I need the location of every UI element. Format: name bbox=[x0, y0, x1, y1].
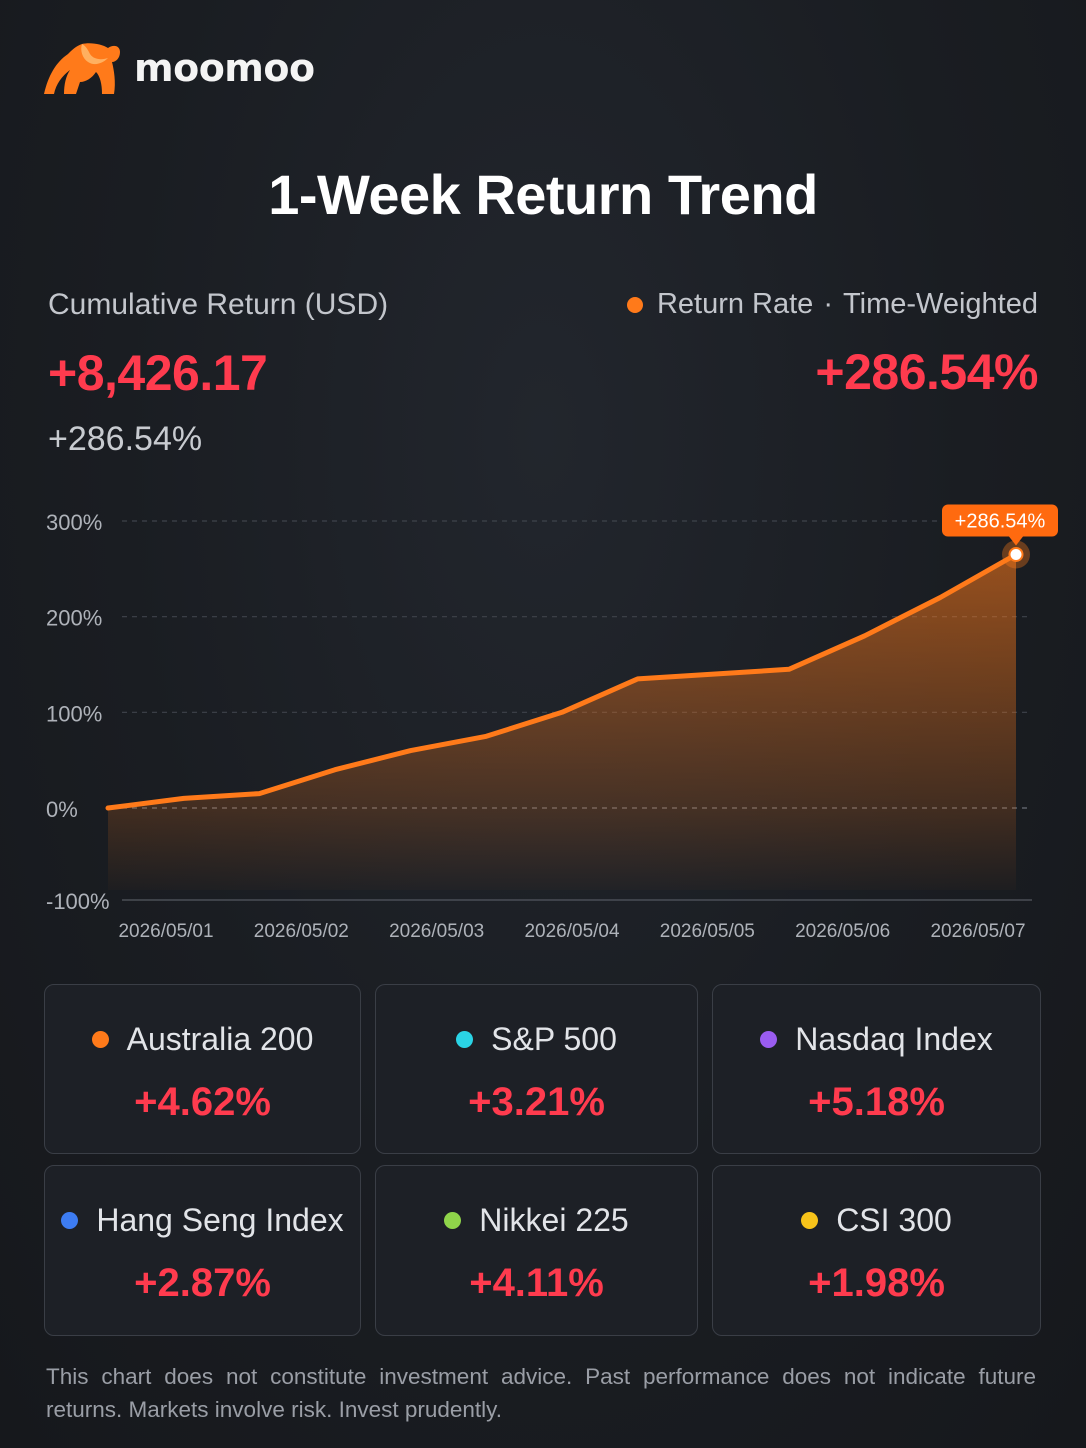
y-tick-label: -100% bbox=[46, 889, 110, 914]
legend-label: Return Rate bbox=[656, 288, 814, 320]
x-tick-label: 2026/05/07 bbox=[930, 921, 1025, 942]
index-name: CSI 300 bbox=[836, 1202, 952, 1238]
return-line bbox=[105, 552, 1019, 811]
cumulative-label: Cumulative Return (USD) bbox=[48, 288, 389, 321]
page-title: 1-Week Return Trend bbox=[268, 163, 818, 226]
end-label-bubble bbox=[942, 504, 1058, 537]
rate-value: +286.54% bbox=[815, 344, 1038, 400]
disclaimer: This chart does not constitute investmen… bbox=[46, 1364, 1036, 1422]
index-card[interactable]: Australia 200 +4.62% bbox=[44, 984, 361, 1154]
index-value: +5.18% bbox=[808, 1080, 945, 1124]
index-name: S&P 500 bbox=[491, 1021, 617, 1057]
index-card[interactable]: Nasdaq Index +5.18% bbox=[712, 984, 1041, 1154]
bull-icon bbox=[44, 43, 120, 94]
brand-name: moomoo bbox=[134, 46, 315, 90]
rate-summary: Return Rate · Time-Weighted +286.54% bbox=[626, 288, 1039, 401]
index-dot bbox=[801, 1212, 819, 1229]
y-tick-label: 0% bbox=[46, 797, 78, 822]
cumulative-percent: +286.54% bbox=[48, 420, 203, 458]
index-name: Hang Seng Index bbox=[96, 1202, 344, 1238]
legend-method: Time-Weighted bbox=[842, 288, 1038, 320]
index-card[interactable]: S&P 500 +3.21% bbox=[375, 984, 698, 1154]
index-name: Nikkei 225 bbox=[479, 1202, 629, 1238]
index-dot bbox=[444, 1212, 462, 1229]
legend-dot bbox=[626, 296, 643, 313]
end-label-text: +286.54% bbox=[955, 510, 1046, 532]
index-value: +1.98% bbox=[808, 1261, 945, 1305]
index-card[interactable]: Nikkei 225 +4.11% bbox=[375, 1165, 698, 1336]
x-tick-label: 2026/05/03 bbox=[389, 921, 484, 942]
index-value: +2.87% bbox=[134, 1261, 271, 1305]
index-name: Nasdaq Index bbox=[795, 1021, 993, 1057]
index-value: +3.21% bbox=[468, 1080, 605, 1124]
x-tick-label: 2026/05/01 bbox=[118, 921, 213, 942]
index-dot bbox=[61, 1212, 79, 1229]
brand-logo: moomoo bbox=[42, 40, 315, 96]
y-tick-label: 200% bbox=[46, 606, 102, 631]
index-card[interactable]: CSI 300 +1.98% bbox=[712, 1165, 1041, 1336]
y-tick-label: 100% bbox=[46, 701, 102, 726]
index-dot bbox=[456, 1031, 474, 1048]
return-area bbox=[108, 554, 1016, 890]
index-dot bbox=[760, 1031, 778, 1048]
index-value: +4.11% bbox=[469, 1261, 604, 1305]
index-value: +4.62% bbox=[134, 1080, 271, 1124]
x-tick-label: 2026/05/05 bbox=[660, 921, 755, 942]
x-tick-label: 2026/05/04 bbox=[524, 921, 620, 942]
end-label-pointer bbox=[1009, 536, 1023, 546]
index-dot bbox=[91, 1031, 109, 1048]
cumulative-value: +8,426.17 bbox=[48, 345, 268, 401]
x-tick-label: 2026/05/02 bbox=[254, 921, 349, 942]
index-name: Australia 200 bbox=[126, 1021, 314, 1057]
end-point bbox=[1008, 546, 1024, 562]
cumulative-summary: Cumulative Return (USD) +8,426.17 +286.5… bbox=[48, 288, 388, 459]
rate-legend: Return Rate · Time-Weighted bbox=[626, 288, 1038, 321]
x-tick-label: 2026/05/06 bbox=[795, 921, 890, 942]
index-card[interactable]: Hang Seng Index +2.87% bbox=[44, 1165, 361, 1336]
legend-separator: · bbox=[823, 288, 833, 320]
return-chart: 300% 200% 100% 0% -100% 2026/05/01 2026/05/02 2… bbox=[46, 504, 1058, 942]
y-tick-label: 300% bbox=[46, 510, 102, 535]
